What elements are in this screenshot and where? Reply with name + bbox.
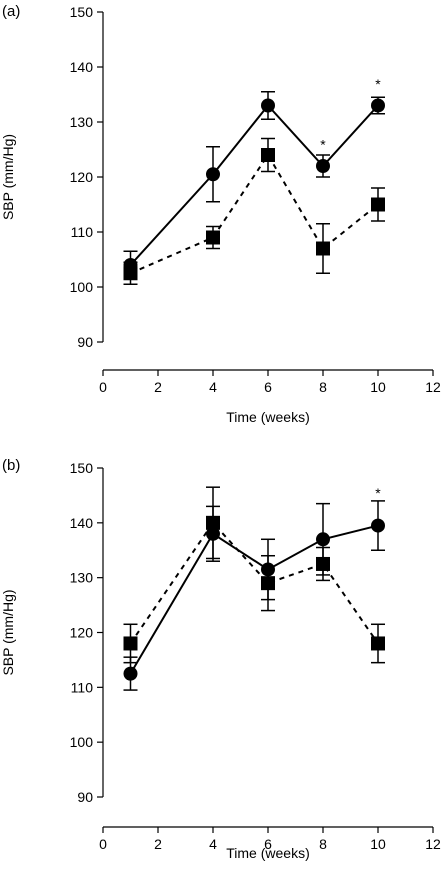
square-marker xyxy=(206,230,220,245)
circle-marker xyxy=(261,98,275,113)
y-tick-label: 150 xyxy=(70,460,94,476)
y-tick-label: 140 xyxy=(70,59,94,75)
x-tick-label: 12 xyxy=(425,379,441,395)
square-series-line xyxy=(130,153,379,275)
y-axis-title: SBP (mm/Hg) xyxy=(0,589,16,675)
circle-marker xyxy=(371,518,385,533)
circle-series-line xyxy=(129,524,379,675)
x-tick-label: 6 xyxy=(264,379,272,395)
significance-star: * xyxy=(375,76,381,92)
panel-label: (a) xyxy=(2,3,20,20)
y-tick-label: 100 xyxy=(70,279,94,295)
y-tick-label: 110 xyxy=(71,224,94,240)
x-axis-title: Time (weeks) xyxy=(226,845,310,861)
x-tick-label: 4 xyxy=(209,836,217,852)
circle-series-line xyxy=(129,103,379,266)
circle-marker xyxy=(123,666,138,681)
x-axis-title: Time (weeks) xyxy=(226,409,310,425)
y-tick-label: 110 xyxy=(71,679,94,695)
y-tick-label: 130 xyxy=(70,114,94,130)
x-tick-label: 10 xyxy=(370,836,386,852)
circle-marker xyxy=(371,98,385,113)
square-marker xyxy=(261,148,275,162)
square-marker xyxy=(316,241,330,256)
x-tick-label: 12 xyxy=(425,836,441,852)
y-tick-label: 150 xyxy=(70,4,94,20)
x-tick-label: 2 xyxy=(154,836,162,852)
x-tick-label: 6 xyxy=(264,836,272,852)
x-tick-label: 4 xyxy=(209,379,217,395)
y-tick-label: 140 xyxy=(70,515,94,531)
x-tick-label: 10 xyxy=(370,379,386,395)
significance-star: * xyxy=(320,137,326,153)
panel-b: (b) 90 100 110 120 130 140 150 0 2 4 6 8 10 12 Time (we… xyxy=(0,457,441,861)
y-axis-title: SBP (mm/Hg) xyxy=(0,134,16,220)
panel-label: (b) xyxy=(2,457,20,474)
significance-star: * xyxy=(375,485,381,501)
circle-marker xyxy=(316,532,330,547)
circle-marker xyxy=(206,526,220,541)
x-tick-label: 8 xyxy=(319,836,327,852)
square-series-line xyxy=(129,521,379,645)
square-marker xyxy=(123,636,138,651)
x-tick-label: 8 xyxy=(319,379,327,395)
y-tick-label: 120 xyxy=(70,169,94,185)
square-marker xyxy=(371,197,385,212)
square-marker xyxy=(371,636,385,651)
x-tick-label: 0 xyxy=(99,379,107,395)
circle-marker xyxy=(261,562,275,577)
panel-a: (a) 90 100 110 120 130 140 150 0 2 4 6 8 10 12 Time (we… xyxy=(0,3,441,425)
y-tick-label: 100 xyxy=(70,734,94,750)
circle-marker xyxy=(123,258,138,272)
y-tick-label: 90 xyxy=(77,334,93,350)
circle-marker xyxy=(206,167,220,182)
x-tick-label: 2 xyxy=(154,379,162,395)
y-tick-label: 90 xyxy=(77,789,93,805)
circle-marker xyxy=(316,159,330,173)
x-tick-label: 0 xyxy=(99,836,107,852)
y-tick-label: 120 xyxy=(70,625,94,641)
y-tick-label: 130 xyxy=(70,570,94,586)
